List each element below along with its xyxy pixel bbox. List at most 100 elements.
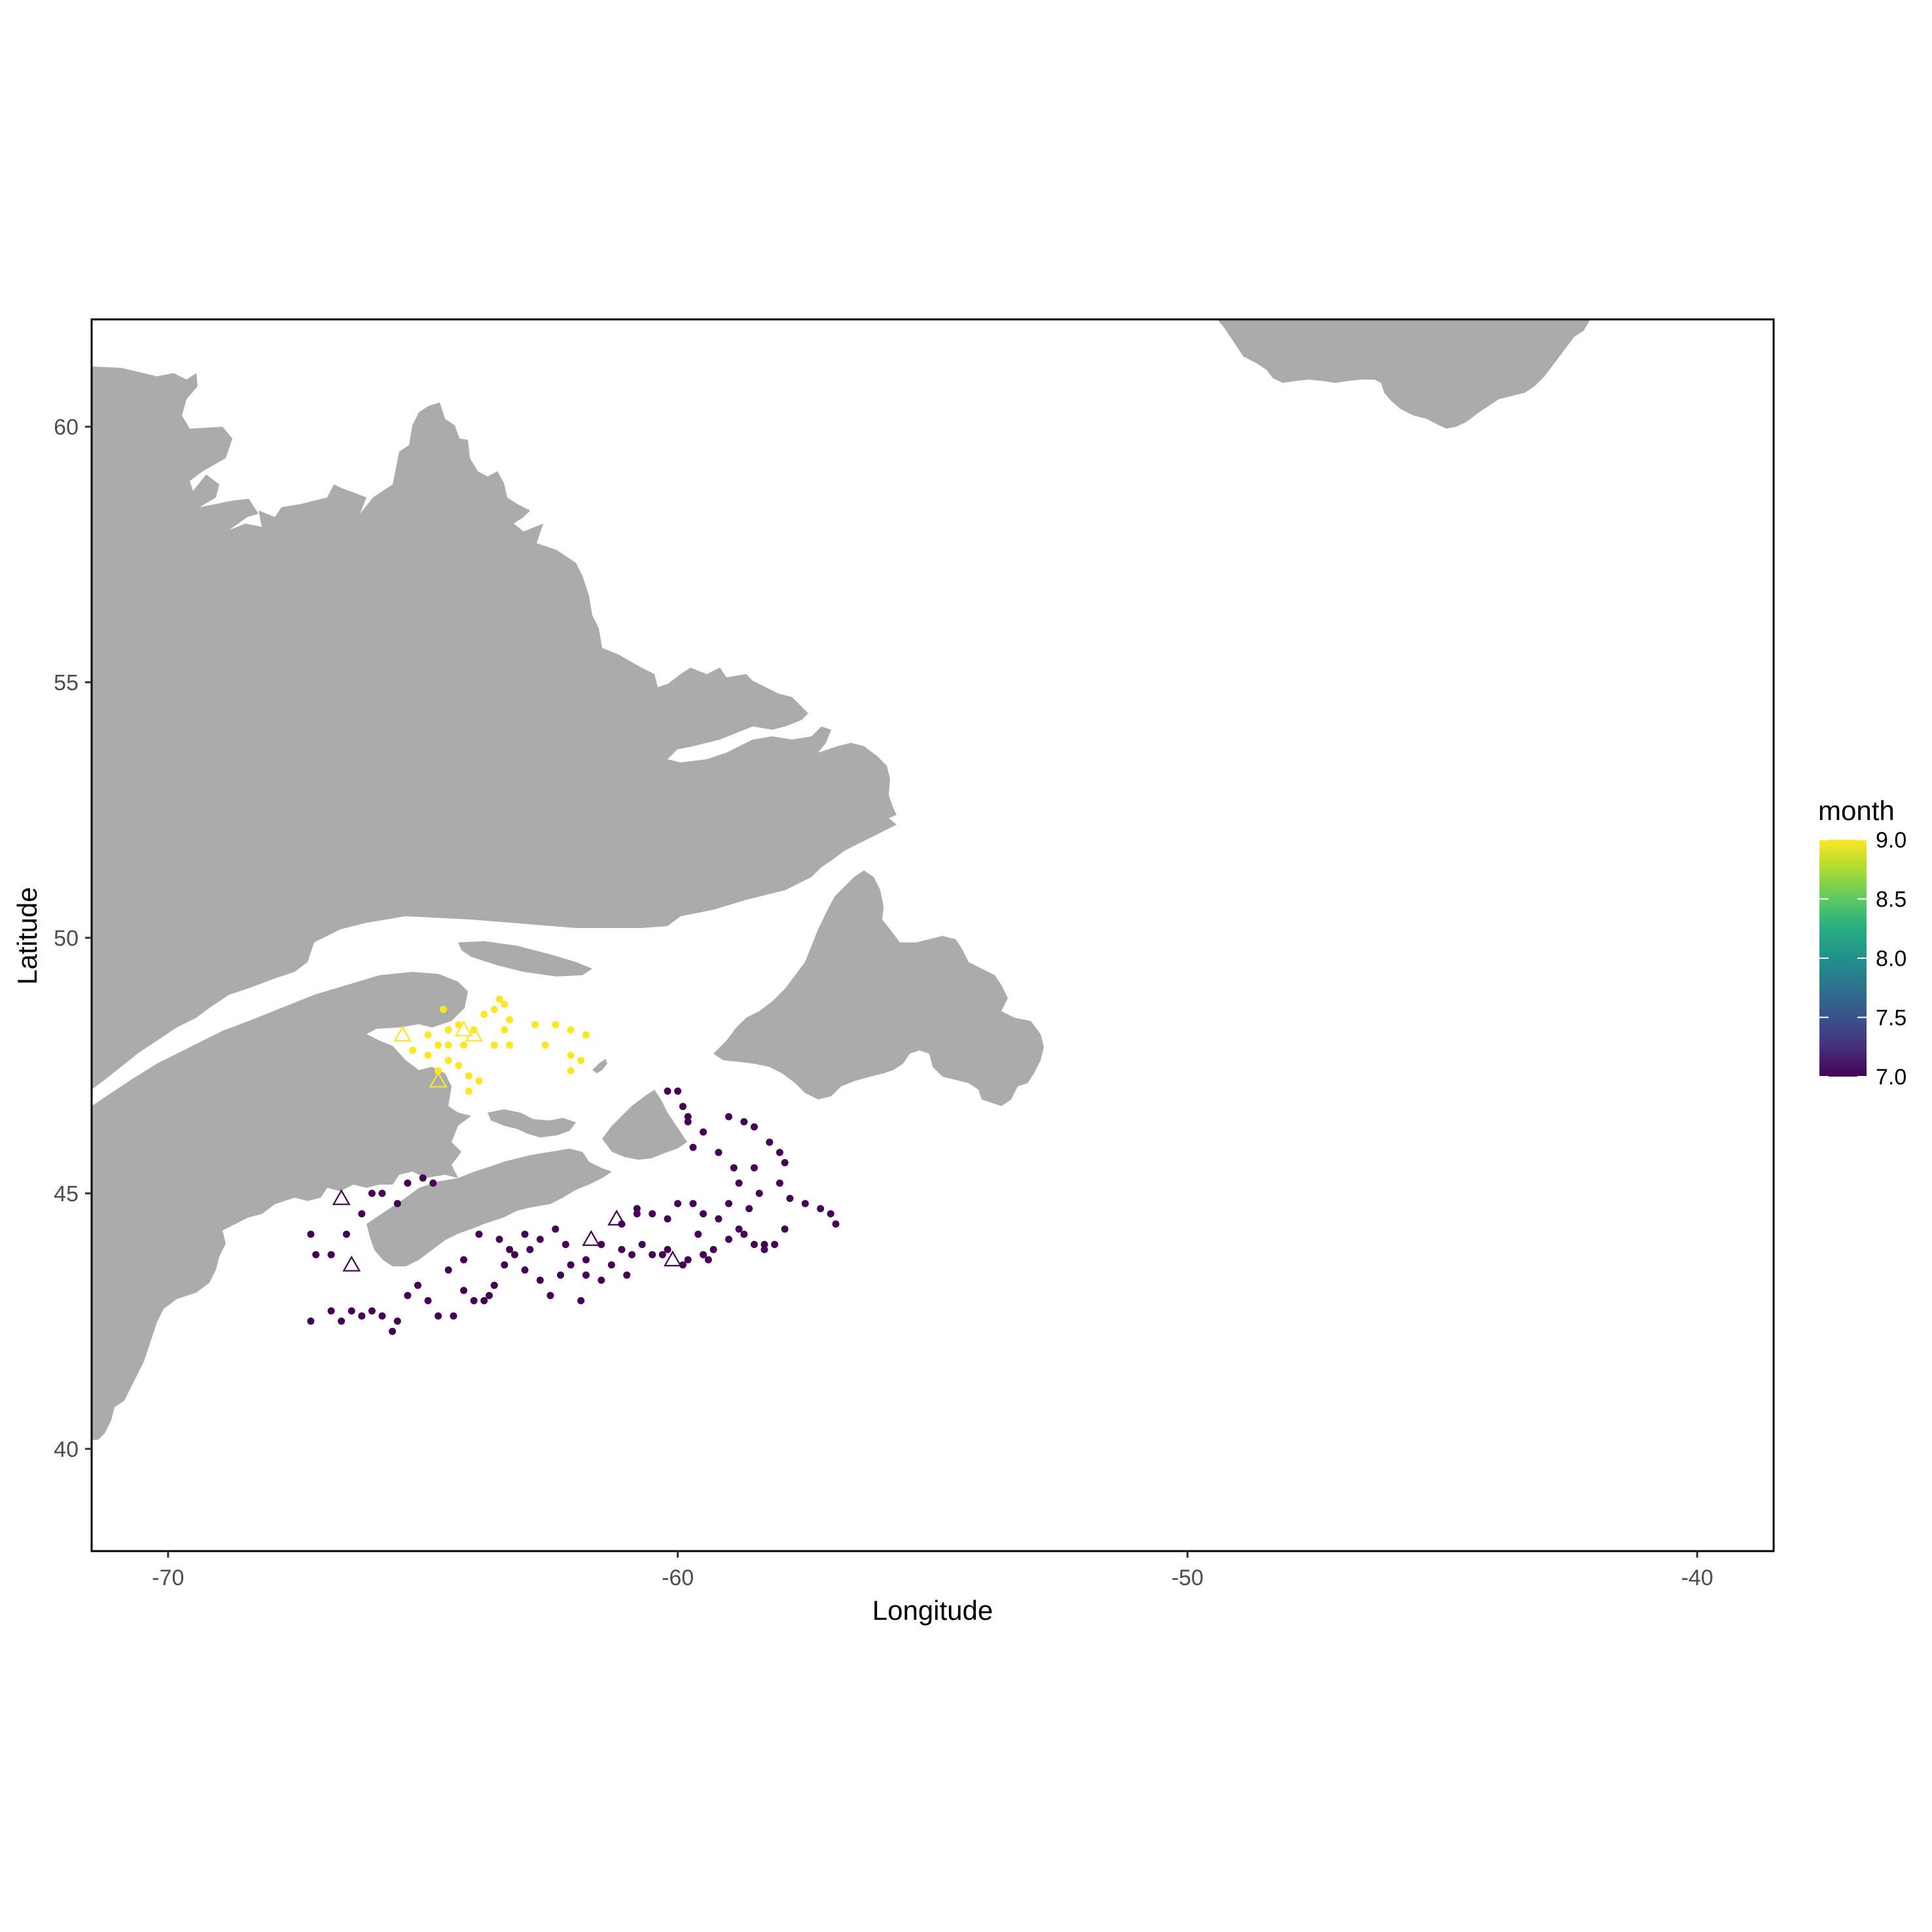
- point-circle-month-7: [388, 1327, 396, 1335]
- point-circle-month-7: [755, 1189, 763, 1197]
- point-circle-month-7: [700, 1210, 707, 1218]
- point-circle-month-7: [715, 1215, 723, 1223]
- point-circle-month-7: [424, 1297, 432, 1304]
- point-circle-month-7: [781, 1159, 789, 1167]
- point-circle-month-7: [674, 1087, 682, 1095]
- point-circle-month-9: [480, 1011, 488, 1018]
- point-circle-month-9: [444, 1056, 452, 1064]
- point-triangle-month-7: [582, 1230, 601, 1246]
- legend-title: month: [1818, 795, 1895, 826]
- point-circle-month-7: [750, 1240, 758, 1248]
- point-circle-month-9: [501, 1026, 509, 1033]
- point-circle-month-7: [567, 1261, 575, 1269]
- land-labrador-quebec: [92, 367, 897, 1090]
- point-circle-month-9: [465, 1072, 473, 1080]
- point-circle-month-7: [649, 1210, 656, 1218]
- point-circle-month-7: [480, 1297, 488, 1304]
- point-circle-month-9: [409, 1046, 417, 1054]
- point-circle-month-7: [368, 1189, 376, 1197]
- point-circle-month-9: [444, 1041, 452, 1049]
- point-circle-month-7: [664, 1215, 671, 1223]
- point-circle-month-7: [582, 1271, 590, 1279]
- point-circle-month-7: [429, 1179, 437, 1187]
- point-triangle-month-9: [454, 1020, 473, 1037]
- point-circle-month-7: [562, 1240, 569, 1248]
- land-greenland: [1217, 319, 1590, 429]
- point-circle-month-7: [378, 1189, 386, 1197]
- point-circle-month-9: [582, 1031, 590, 1039]
- point-circle-month-7: [623, 1271, 631, 1279]
- point-circle-month-7: [771, 1240, 779, 1248]
- point-circle-month-7: [827, 1210, 834, 1218]
- point-circle-month-7: [740, 1230, 748, 1238]
- point-circle-month-7: [495, 1236, 503, 1243]
- x-tick-label: -50: [1172, 1565, 1204, 1590]
- point-circle-month-7: [536, 1236, 544, 1243]
- point-circle-month-7: [740, 1118, 748, 1126]
- point-circle-month-7: [536, 1276, 544, 1284]
- point-circle-month-9: [577, 1056, 585, 1064]
- point-circle-month-7: [414, 1281, 421, 1289]
- point-circle-month-7: [664, 1245, 671, 1253]
- point-circle-month-7: [776, 1179, 783, 1187]
- point-circle-month-7: [730, 1164, 738, 1172]
- point-circle-month-7: [745, 1205, 753, 1213]
- point-circle-month-7: [307, 1317, 315, 1325]
- point-circle-month-7: [475, 1230, 483, 1238]
- x-axis: -70 -60 -50 -40: [152, 1551, 1713, 1590]
- point-circle-month-7: [501, 1261, 509, 1269]
- point-circle-month-9: [541, 1041, 549, 1049]
- point-circle-month-7: [700, 1251, 707, 1259]
- point-circle-month-7: [546, 1292, 554, 1300]
- legend-tick-label: 8.0: [1876, 946, 1906, 971]
- point-circle-month-7: [450, 1312, 457, 1320]
- point-circle-month-7: [552, 1225, 560, 1233]
- point-circle-month-7: [760, 1240, 768, 1248]
- point-circle-month-7: [689, 1200, 697, 1208]
- y-axis: 40 45 50 55 60: [54, 415, 92, 1462]
- point-circle-month-7: [776, 1149, 783, 1156]
- point-circle-month-7: [307, 1230, 315, 1238]
- point-circle-month-7: [750, 1164, 758, 1172]
- point-circle-month-7: [342, 1230, 350, 1238]
- point-circle-month-9: [567, 1052, 575, 1060]
- point-circle-month-7: [348, 1307, 355, 1315]
- point-circle-month-9: [435, 1067, 442, 1075]
- point-circle-month-7: [649, 1251, 656, 1259]
- point-circle-month-7: [419, 1174, 427, 1182]
- point-circle-month-7: [404, 1292, 412, 1300]
- x-tick-label: -60: [662, 1565, 694, 1590]
- point-circle-month-9: [439, 1005, 447, 1013]
- point-circle-month-7: [704, 1256, 712, 1264]
- point-circle-month-7: [404, 1179, 412, 1187]
- point-circle-month-7: [638, 1240, 646, 1248]
- point-triangle-month-7: [332, 1189, 351, 1206]
- point-circle-month-9: [455, 1062, 463, 1069]
- point-circle-month-7: [786, 1194, 794, 1202]
- point-circle-month-7: [694, 1230, 702, 1238]
- legend-tick-label: 8.5: [1876, 887, 1906, 912]
- land-gaspe-new-brunswick: [92, 972, 471, 1440]
- point-circle-month-9: [501, 1000, 509, 1008]
- point-triangle-month-7: [342, 1255, 361, 1272]
- point-circle-month-7: [801, 1200, 809, 1208]
- point-circle-month-7: [781, 1225, 789, 1233]
- point-circle-month-7: [832, 1220, 840, 1228]
- point-circle-month-9: [506, 1016, 514, 1024]
- point-circle-month-7: [664, 1087, 671, 1095]
- point-circle-month-7: [393, 1317, 401, 1325]
- point-circle-month-7: [633, 1205, 641, 1213]
- panel-border: [90, 318, 1775, 1552]
- point-circle-month-7: [684, 1113, 692, 1120]
- point-circle-month-7: [684, 1118, 692, 1126]
- y-tick-label: 60: [54, 415, 79, 440]
- land-masses: [92, 319, 1590, 1440]
- point-circle-month-7: [490, 1281, 498, 1289]
- legend-tick-label: 7.0: [1876, 1065, 1906, 1090]
- point-circle-month-9: [552, 1021, 560, 1029]
- point-circle-month-7: [526, 1245, 534, 1253]
- survey-points: [307, 995, 840, 1335]
- point-circle-month-7: [628, 1251, 636, 1259]
- point-circle-month-7: [735, 1179, 743, 1187]
